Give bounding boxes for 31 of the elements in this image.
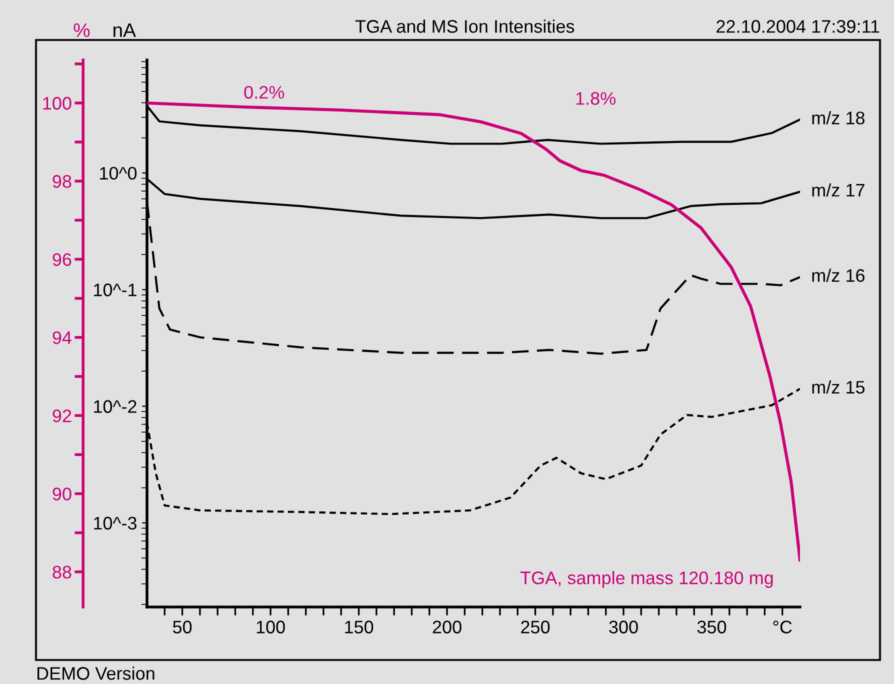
y-tick-label: 88 xyxy=(52,566,72,579)
y-tick-label: 90 xyxy=(52,488,72,500)
y2-tick-label: 10^-3 xyxy=(94,516,136,530)
y2-tick-label: 10^-2 xyxy=(94,400,136,413)
y-tick-label: 98 xyxy=(52,175,72,188)
y-axis-title: % xyxy=(74,23,90,37)
x-tick-label: 300 xyxy=(609,620,638,634)
y-tick-label: 92 xyxy=(52,409,72,422)
x-tick-label: 250 xyxy=(521,620,550,634)
series-label: m/z 18 xyxy=(812,111,865,124)
x-tick-label: 350 xyxy=(697,620,726,634)
chart-title: TGA and MS Ion Intensities xyxy=(355,20,574,33)
series-label: m/z 17 xyxy=(812,183,864,197)
y-tick-label: 100 xyxy=(43,96,72,110)
x-tick-label: 50 xyxy=(172,620,192,634)
text: DEMO Version xyxy=(37,666,154,680)
x-tick-label: 200 xyxy=(432,620,462,634)
y-tick-label: 96 xyxy=(52,253,72,266)
y2-axis-title: nA xyxy=(114,23,136,37)
y2-tick-label: 10^-1 xyxy=(94,284,136,296)
x-tick-label: 150 xyxy=(345,620,374,634)
annotation: 1.8% xyxy=(576,92,616,105)
x-tick-label: 100 xyxy=(256,620,285,634)
x-tick-label: °C xyxy=(773,620,792,634)
series-label: m/z 16 xyxy=(812,268,864,282)
text: 22.10.2004 17:39:11 xyxy=(716,20,880,33)
y-tick-label: 94 xyxy=(52,331,72,344)
series-label: TGA, sample mass 120.180 mg xyxy=(520,571,773,588)
y2-tick-label: 10^0 xyxy=(100,166,137,180)
series-label: m/z 15 xyxy=(812,380,865,394)
annotation: 0.2% xyxy=(244,86,284,99)
